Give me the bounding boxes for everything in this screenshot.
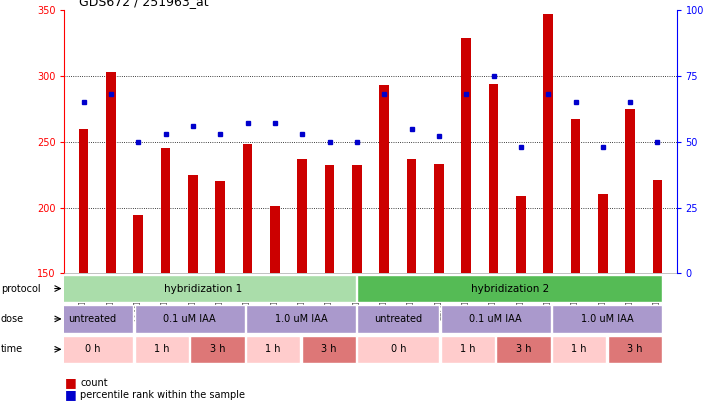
Bar <box>598 194 608 273</box>
Bar <box>357 275 662 302</box>
Bar <box>461 38 471 273</box>
Text: hybridization 2: hybridization 2 <box>470 284 548 294</box>
Text: 3 h: 3 h <box>210 344 226 354</box>
Bar <box>246 336 300 363</box>
Bar <box>301 336 356 363</box>
Bar <box>653 180 662 273</box>
Bar <box>51 336 133 363</box>
Bar <box>106 72 116 273</box>
Text: hybridization 1: hybridization 1 <box>165 284 243 294</box>
Text: ■: ■ <box>64 376 76 389</box>
Text: protocol: protocol <box>1 284 40 294</box>
Text: untreated: untreated <box>374 314 422 324</box>
Bar <box>552 305 662 333</box>
Bar <box>489 84 498 273</box>
Text: 0.1 uM IAA: 0.1 uM IAA <box>163 314 216 324</box>
Bar <box>188 175 198 273</box>
Bar <box>161 148 170 273</box>
Bar <box>133 215 143 273</box>
Text: count: count <box>80 378 108 388</box>
Text: dose: dose <box>1 314 24 324</box>
Bar <box>357 305 440 333</box>
Bar <box>243 145 252 273</box>
Bar <box>516 196 526 273</box>
Bar <box>246 305 356 333</box>
Bar <box>325 166 334 273</box>
Bar <box>270 206 280 273</box>
Bar <box>135 336 189 363</box>
Bar <box>571 119 580 273</box>
Bar <box>190 336 245 363</box>
Bar <box>79 129 88 273</box>
Bar <box>357 336 440 363</box>
Bar <box>379 85 389 273</box>
Text: percentile rank within the sample: percentile rank within the sample <box>80 390 245 400</box>
Text: 1 h: 1 h <box>460 344 475 354</box>
Text: untreated: untreated <box>68 314 116 324</box>
Bar <box>543 14 553 273</box>
Bar <box>407 159 416 273</box>
Text: 0.1 uM IAA: 0.1 uM IAA <box>470 314 522 324</box>
Text: 3 h: 3 h <box>627 344 643 354</box>
Text: 1.0 uM IAA: 1.0 uM IAA <box>581 314 634 324</box>
Bar <box>352 166 362 273</box>
Text: 3 h: 3 h <box>321 344 337 354</box>
Bar <box>441 305 551 333</box>
Bar <box>552 336 606 363</box>
Bar <box>441 336 495 363</box>
Text: 1.0 uM IAA: 1.0 uM IAA <box>275 314 327 324</box>
Bar <box>625 109 635 273</box>
Bar <box>496 336 551 363</box>
Bar <box>216 181 225 273</box>
Bar <box>297 159 307 273</box>
Text: 0 h: 0 h <box>391 344 406 354</box>
Text: 0 h: 0 h <box>84 344 100 354</box>
Text: ■: ■ <box>64 388 76 401</box>
Text: 1 h: 1 h <box>266 344 281 354</box>
Bar <box>51 275 356 302</box>
Text: time: time <box>1 344 23 354</box>
Text: 1 h: 1 h <box>154 344 170 354</box>
Text: 3 h: 3 h <box>516 344 531 354</box>
Text: GDS672 / 251963_at: GDS672 / 251963_at <box>79 0 208 8</box>
Bar <box>434 164 444 273</box>
Bar <box>608 336 662 363</box>
Bar <box>51 305 133 333</box>
Text: 1 h: 1 h <box>571 344 587 354</box>
Bar <box>135 305 245 333</box>
